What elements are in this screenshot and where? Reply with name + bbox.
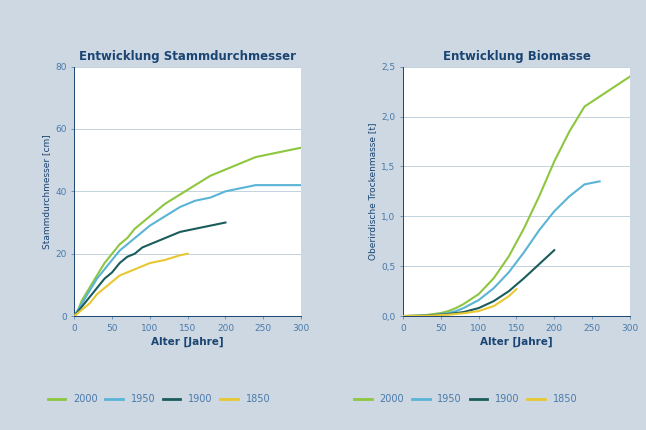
Y-axis label: Stammdurchmesser [cm]: Stammdurchmesser [cm]: [42, 134, 51, 249]
X-axis label: Alter [Jahre]: Alter [Jahre]: [480, 337, 553, 347]
Legend: 2000, 1950, 1900, 1850: 2000, 1950, 1900, 1850: [351, 390, 581, 408]
X-axis label: Alter [Jahre]: Alter [Jahre]: [151, 337, 224, 347]
Legend: 2000, 1950, 1900, 1850: 2000, 1950, 1900, 1850: [44, 390, 274, 408]
Title: Entwicklung Biomasse: Entwicklung Biomasse: [443, 50, 590, 63]
Y-axis label: Oberirdische Trockenmasse [t]: Oberirdische Trockenmasse [t]: [368, 123, 377, 260]
Title: Entwicklung Stammdurchmesser: Entwicklung Stammdurchmesser: [79, 50, 296, 63]
